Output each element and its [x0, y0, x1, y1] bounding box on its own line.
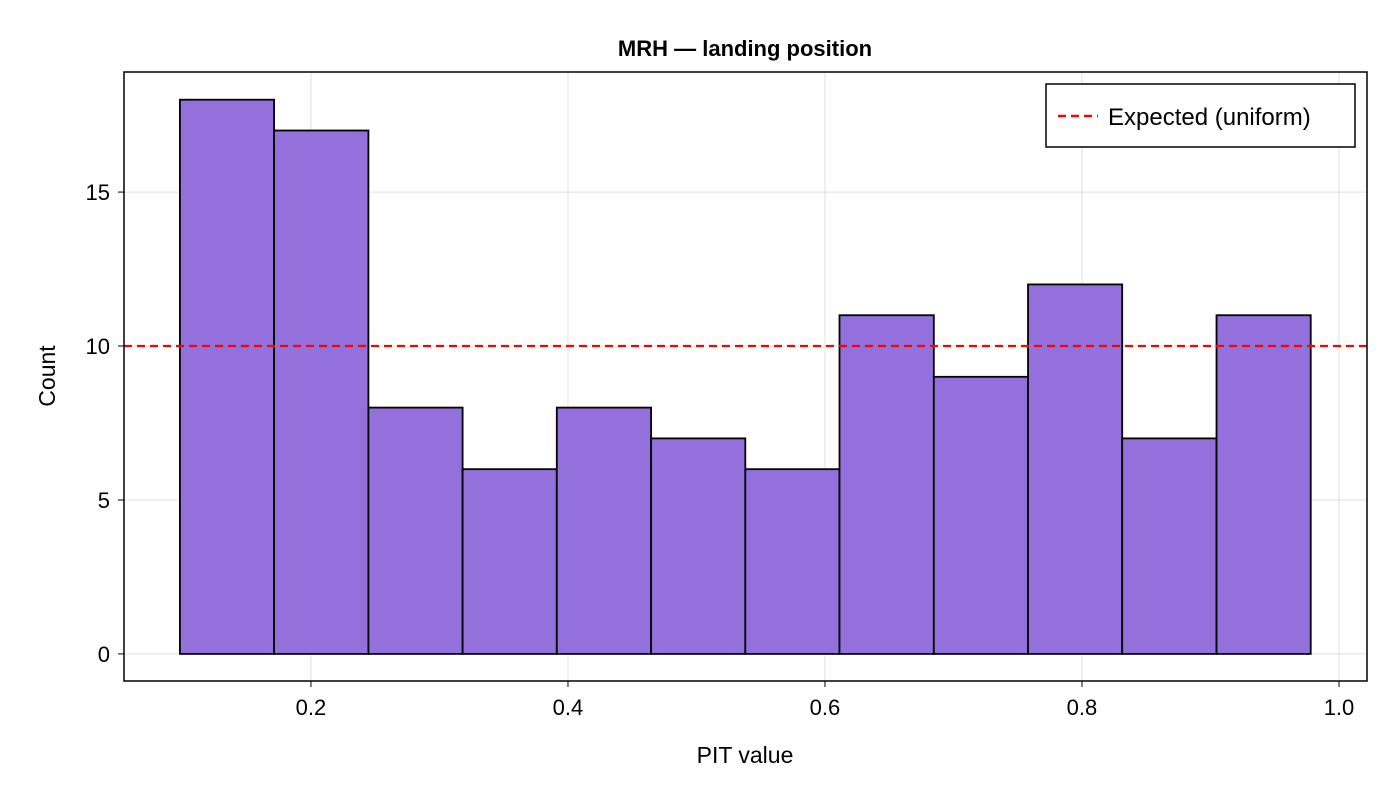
histogram-bar [555, 406, 653, 655]
histogram-bar [461, 468, 558, 655]
histogram-bar [838, 314, 935, 655]
x-tick-label: 0.4 [553, 695, 584, 720]
y-tick-label: 0 [98, 642, 110, 667]
histogram-bar [650, 437, 747, 655]
bars [178, 98, 1312, 655]
x-tick-label: 0.8 [1067, 695, 1098, 720]
legend-label-expected: Expected (uniform) [1108, 104, 1311, 131]
y-tick-label: 15 [86, 180, 110, 205]
y-tick-label: 10 [86, 334, 110, 359]
histogram-bar [1121, 437, 1218, 655]
histogram-bar [1027, 283, 1124, 655]
x-tick-label: 1.0 [1324, 695, 1355, 720]
x-tick-label: 0.6 [810, 695, 841, 720]
histogram-bar [744, 468, 841, 655]
chart-title: MRH — landing position [618, 36, 872, 61]
histogram-bar [273, 129, 370, 655]
y-axis-ticks: 0 5 10 15 [86, 180, 124, 667]
legend: Expected (uniform) [1045, 83, 1356, 148]
x-tick-label: 0.2 [296, 695, 327, 720]
x-axis-label: PIT value [697, 742, 794, 768]
plot-frame [123, 71, 1368, 682]
y-tick-label: 5 [98, 488, 110, 513]
x-axis-ticks: 0.2 0.4 0.6 0.8 1.0 [296, 681, 1355, 720]
histogram-bar [178, 98, 275, 655]
histogram-bar [1215, 314, 1312, 655]
histogram-bar [932, 375, 1029, 655]
histogram-bar [367, 406, 464, 655]
y-axis-label: Count [34, 345, 60, 407]
